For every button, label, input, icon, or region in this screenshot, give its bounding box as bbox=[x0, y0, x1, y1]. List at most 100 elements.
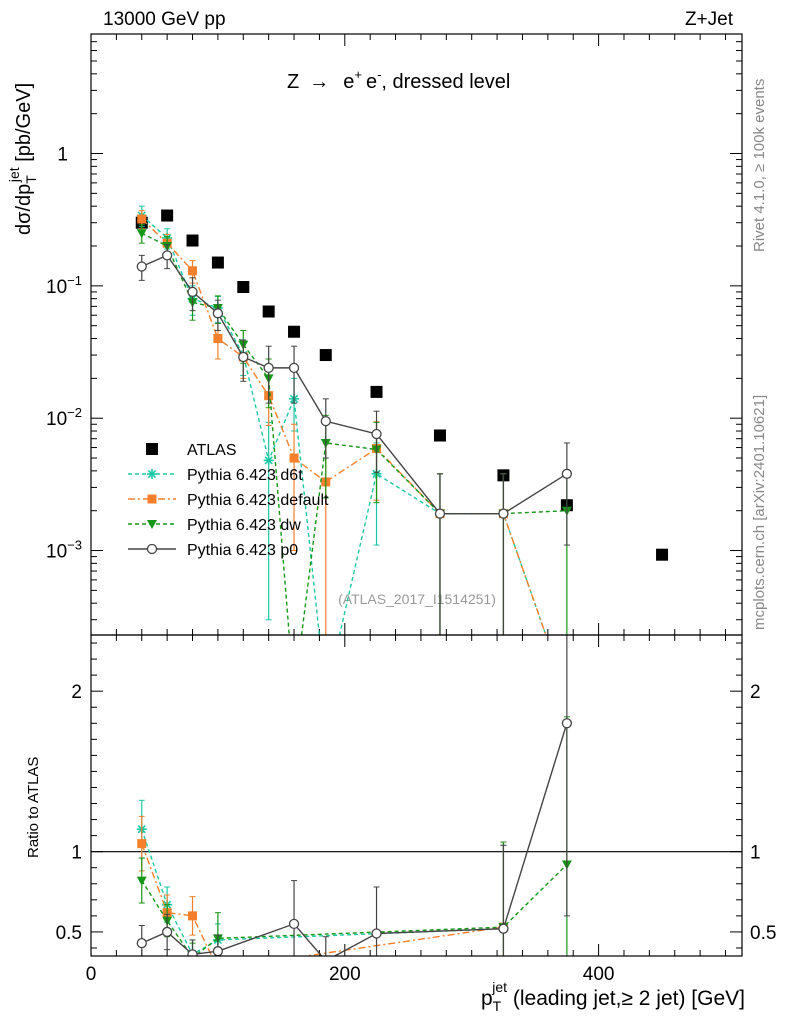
y-tick-label-main: 10−3 bbox=[46, 538, 82, 563]
xlabel-sup: jet bbox=[491, 979, 507, 995]
process-arrow: → bbox=[309, 71, 329, 93]
y-tick-exponent: −3 bbox=[67, 538, 82, 553]
p0-marker bbox=[320, 415, 331, 427]
ylabel-main-sup: jet bbox=[6, 167, 22, 183]
side-label-bottom: mcplots.cern.ch [arXiv:2401.10621] bbox=[751, 395, 768, 630]
d6t-marker bbox=[264, 456, 273, 465]
process-post: , dressed level bbox=[381, 71, 510, 93]
xlabel-rest: (leading jet,≥ 2 jet) [GeV] bbox=[507, 987, 745, 1010]
process-plus: + bbox=[354, 67, 362, 82]
atlas-marker bbox=[237, 281, 250, 294]
default-marker bbox=[213, 334, 223, 344]
header-right: Z+Jet bbox=[685, 9, 734, 30]
atlas-marker bbox=[161, 209, 174, 222]
process-lepton-plus: e bbox=[343, 71, 354, 93]
y-tick-label-ratio: 1 bbox=[71, 843, 82, 864]
side-label-top: Rivet 4.1.0, ≥ 100k events bbox=[751, 79, 768, 252]
atlas-marker bbox=[433, 429, 446, 442]
p0-marker bbox=[212, 308, 224, 319]
y-tick-label-ratio-right: 1 bbox=[750, 843, 761, 864]
default-marker bbox=[147, 494, 157, 504]
legend-label: Pythia 6.423 dw bbox=[187, 517, 301, 534]
p0-marker bbox=[136, 938, 147, 949]
y-tick-label-main: 10−2 bbox=[46, 405, 82, 430]
ylabel-main-d: dσ/dp bbox=[13, 184, 35, 235]
p0-marker bbox=[371, 428, 382, 440]
p0-marker bbox=[146, 543, 158, 555]
p0-marker bbox=[561, 718, 573, 729]
y-tick-label-ratio-right: 2 bbox=[750, 682, 761, 703]
ylabel-main: dσ/dpTjet [pb/GeV] bbox=[6, 83, 39, 235]
legend: ATLAS Pythia 6.423 d6t Pythia 6.423 defaul… bbox=[128, 442, 329, 559]
atlas-marker bbox=[656, 548, 669, 561]
xlabel-sub: T bbox=[493, 998, 502, 1014]
default-marker bbox=[137, 214, 147, 224]
default-marker bbox=[188, 911, 198, 921]
x-tick-label: 400 bbox=[583, 964, 615, 985]
p0-marker bbox=[561, 468, 573, 479]
atlas-marker bbox=[319, 349, 332, 362]
xlabel: pTjet (leading jet,≥ 2 jet) [GeV] bbox=[481, 979, 745, 1014]
ratio-frame bbox=[90, 634, 743, 957]
p0-marker bbox=[498, 923, 509, 934]
xlabel-p: p bbox=[481, 987, 493, 1010]
atlas-marker bbox=[370, 385, 383, 398]
y-tick-label-ratio: 2 bbox=[71, 682, 82, 703]
y-tick-mantissa: 10 bbox=[46, 277, 67, 298]
atlas-marker bbox=[262, 305, 275, 318]
p0-marker bbox=[161, 250, 173, 261]
ratio-line-default bbox=[141, 843, 504, 956]
y-tick-label-ratio: 0.5 bbox=[56, 923, 82, 944]
legend-label: Pythia 6.423 default bbox=[187, 492, 329, 509]
process-z: Z bbox=[287, 71, 299, 93]
y-tick-exponent: −2 bbox=[67, 405, 82, 420]
x-tick-label: 0 bbox=[86, 964, 97, 985]
series-line-p0 bbox=[141, 254, 568, 515]
y-tick-mantissa: 10 bbox=[46, 409, 67, 430]
x-tick-label: 200 bbox=[329, 964, 361, 985]
y-tick-mantissa: 10 bbox=[46, 542, 67, 563]
p0-marker bbox=[238, 351, 249, 363]
p0-marker bbox=[288, 362, 300, 374]
dw-marker bbox=[147, 520, 157, 529]
p0-marker bbox=[498, 508, 509, 519]
p0-marker bbox=[187, 949, 198, 956]
p0-marker bbox=[187, 286, 198, 298]
y-tick-label-main: 10−1 bbox=[46, 273, 82, 298]
default-marker bbox=[289, 453, 299, 463]
d6t-marker bbox=[147, 469, 157, 479]
p0-marker bbox=[212, 946, 224, 956]
main-plot bbox=[135, 205, 669, 635]
legend-label: ATLAS bbox=[187, 442, 237, 459]
ratio-plot bbox=[136, 635, 573, 973]
ylabel-main-sub: T bbox=[23, 175, 39, 184]
process-minus: - bbox=[377, 67, 381, 82]
p0-marker bbox=[161, 926, 173, 938]
legend-label: Pythia 6.423 p0 bbox=[187, 542, 298, 559]
p0-marker bbox=[288, 918, 300, 930]
default-marker bbox=[188, 266, 198, 276]
process-label: Z → e+ e-, dressed level bbox=[287, 67, 510, 93]
dw-marker bbox=[136, 229, 147, 239]
p0-marker bbox=[263, 362, 274, 374]
p0-marker bbox=[434, 508, 446, 519]
y-tick-exponent: −1 bbox=[67, 273, 82, 288]
atlas-marker bbox=[211, 256, 224, 269]
y-tick-label-ratio-right: 0.5 bbox=[750, 923, 776, 944]
default-marker bbox=[213, 964, 222, 973]
process-lepton-minus: e bbox=[366, 71, 377, 93]
atlas-marker bbox=[288, 325, 301, 338]
analysis-id: (ATLAS_2017_I1514251) bbox=[338, 591, 496, 607]
legend-label: Pythia 6.423 d6t bbox=[187, 467, 303, 484]
atlas-marker bbox=[146, 443, 158, 455]
default-marker bbox=[137, 839, 147, 849]
p0-marker bbox=[371, 928, 382, 939]
header-left: 13000 GeV pp bbox=[103, 9, 226, 30]
atlas-marker bbox=[186, 234, 199, 247]
ratio-line-dw bbox=[141, 864, 568, 956]
y-tick-label-main: 1 bbox=[57, 145, 68, 166]
dw-marker bbox=[136, 876, 147, 886]
ylabel-ratio: Ratio to ATLAS bbox=[25, 757, 42, 858]
